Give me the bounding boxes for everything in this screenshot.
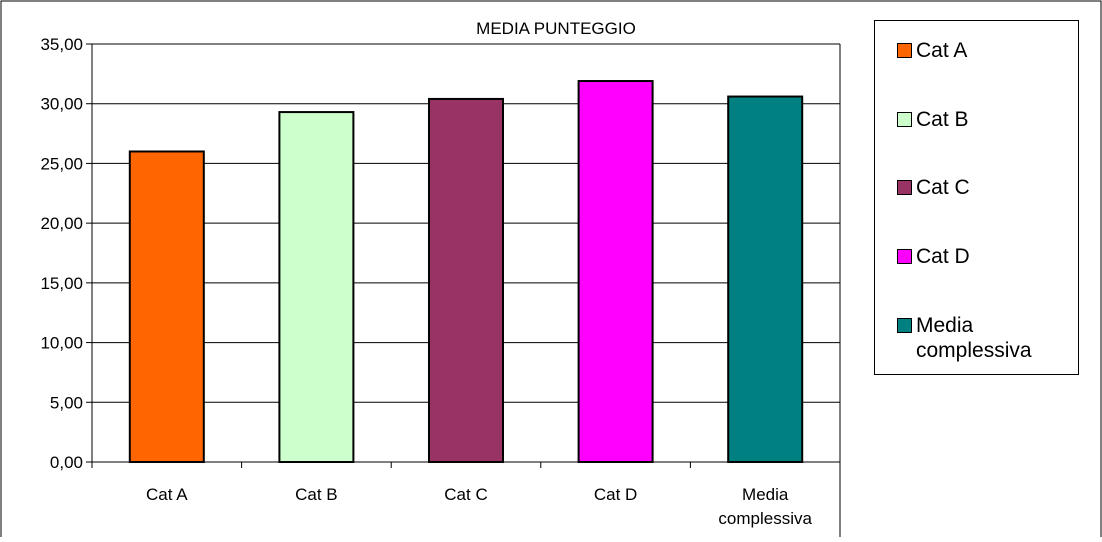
y-tick-label: 0,00 [50,453,83,472]
legend-label: Cat C [916,176,970,199]
y-tick-label: 5,00 [50,393,83,412]
x-tick-label: complessiva [718,509,812,528]
y-tick-label: 20,00 [40,214,83,233]
legend-item: Cat B [897,107,1076,132]
y-tick-label: 15,00 [40,274,83,293]
bar [727,95,804,463]
axes [91,44,841,468]
x-tick-label: Cat B [295,485,338,504]
y-tick-label: 25,00 [40,154,83,173]
legend-item: Cat C [897,175,1076,200]
x-tick-label: Cat C [444,485,487,504]
legend-label: Cat D [916,245,970,268]
legend-item: Media complessiva [897,313,1076,363]
bar [428,97,504,464]
legend-label: Cat B [916,108,969,131]
legend: Cat A Cat B Cat C Cat D Media complessiv… [874,20,1079,375]
x-axis-labels: Cat A Cat B Cat C Cat D Media complessiva [146,485,813,528]
chart-title: MEDIA PUNTEGGIO [476,19,636,38]
legend-swatch [897,43,912,58]
legend-label: Media complessiva [916,314,1032,362]
y-tick-label: 30,00 [40,95,83,114]
y-tick-label: 35,00 [40,35,83,54]
legend-item: Cat D [897,244,1076,269]
legend-swatch [897,180,912,195]
legend-swatch [897,318,912,333]
y-axis-ticks: 0,00 5,00 10,00 15,00 20,00 25,00 30,00 35,00 [40,35,92,472]
bar [128,150,205,463]
x-tick-label: Media [742,485,789,504]
y-tick-label: 10,00 [40,334,83,353]
legend-swatch [897,112,912,127]
bar [278,111,355,464]
legend-label: Cat A [916,39,968,62]
legend-item: Cat A [897,38,1076,63]
bar [577,80,654,463]
x-tick-label: Cat D [594,485,637,504]
x-tick-label: Cat A [146,485,188,504]
bars [128,80,804,464]
legend-swatch [897,249,912,264]
